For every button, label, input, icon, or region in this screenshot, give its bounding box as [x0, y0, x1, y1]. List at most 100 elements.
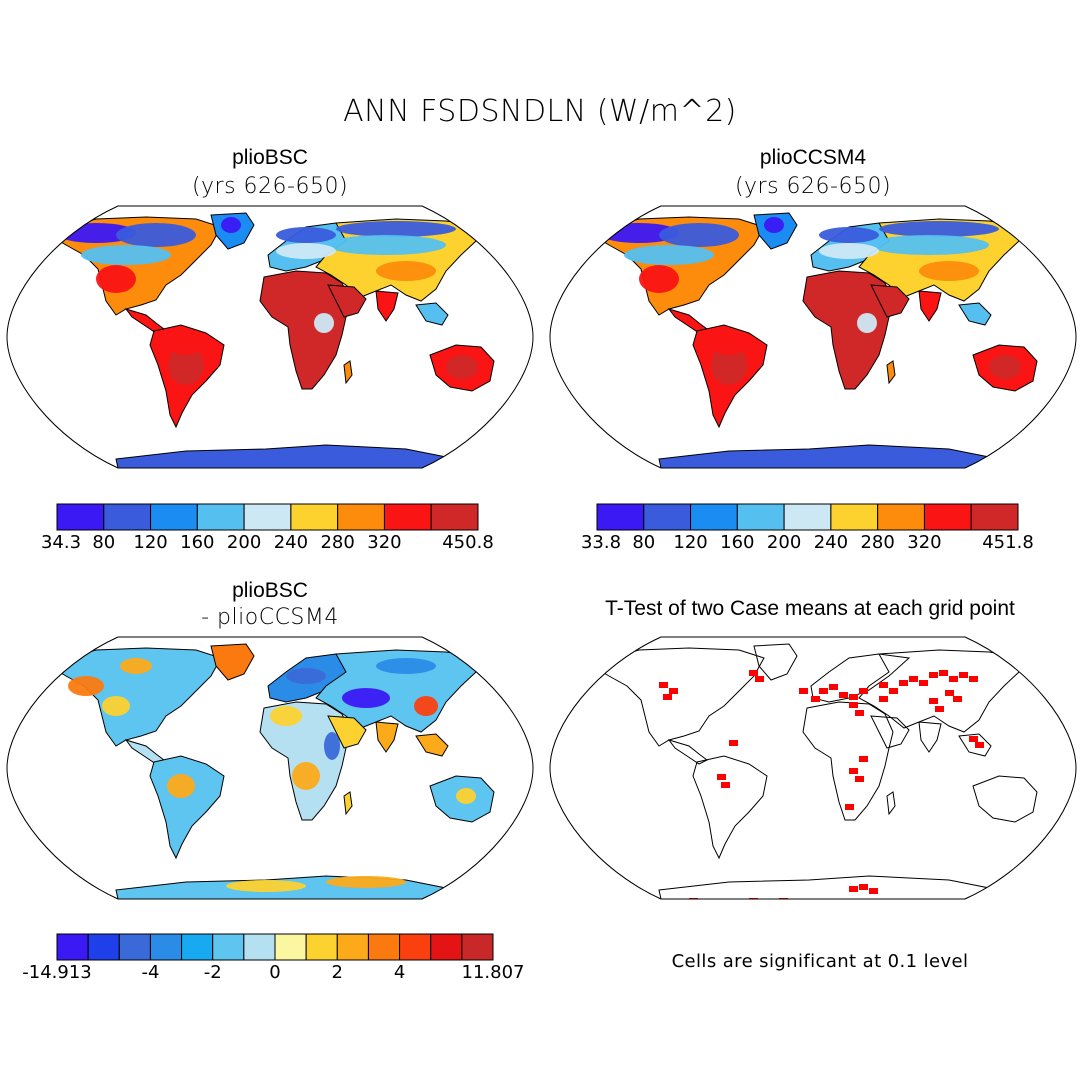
- coast-australia: [972, 775, 1038, 823]
- land-arabia: [327, 715, 367, 749]
- colorbar-tick-label: 280: [860, 532, 895, 553]
- land-madagascar: [886, 360, 896, 385]
- map-ttest: [549, 636, 1077, 900]
- colorbar-tick-label: -14.913: [22, 962, 92, 983]
- colorbar-swatch: [56, 503, 105, 531]
- land-arabia: [327, 284, 367, 318]
- colorbar-swatch: [877, 503, 925, 531]
- colorbar-swatch: [243, 933, 276, 961]
- colorbar-swatch: [336, 933, 369, 961]
- colorbar-swatch: [596, 503, 645, 531]
- land-india: [375, 721, 399, 753]
- colorbar-swatch: [149, 933, 183, 961]
- colorbar-tick-label: 320: [367, 532, 402, 553]
- land-india: [375, 290, 399, 322]
- land-india: [918, 290, 942, 322]
- colorbar-swatch: [970, 503, 1019, 531]
- panel-2-subtitle: (yrs 626-650): [734, 174, 892, 199]
- panel-3-title: plioBSC: [232, 579, 308, 602]
- colorbar-swatch: [736, 503, 785, 531]
- colorbar-pliobsc: [56, 503, 479, 531]
- map-difference: [6, 636, 534, 900]
- colorbar-tick-label: 120: [673, 532, 708, 553]
- coast-seasia: [958, 733, 992, 757]
- panel-3-subtitle: - plioCCSM4: [201, 605, 339, 630]
- significance-note: Cells are significant at 0.1 level: [671, 951, 969, 972]
- colorbar-swatch: [643, 503, 692, 531]
- coast-arabia: [870, 715, 910, 749]
- colorbar-tick-label: 280: [320, 532, 355, 553]
- land-africa: [259, 701, 351, 821]
- colorbar-tick-label: 33.8: [580, 532, 622, 553]
- colorbar-swatch: [399, 933, 432, 961]
- land-greenland: [210, 643, 255, 681]
- colorbar-tick-label: -2: [203, 962, 222, 983]
- panel-4-title: T-Test of two Case means at each grid po…: [605, 597, 1015, 620]
- colorbar-tick-label: 120: [133, 532, 168, 553]
- coast-camerica: [667, 739, 708, 765]
- colorbar-swatch: [923, 503, 972, 531]
- colorbar-tick-label: 160: [720, 532, 755, 553]
- colorbar-tick-label: 80: [92, 532, 116, 553]
- colorbar-swatch: [305, 933, 338, 961]
- colorbar-swatch: [196, 503, 245, 531]
- colorbar-swatch: [783, 503, 832, 531]
- colorbar-swatch: [243, 503, 292, 531]
- colorbar-swatch: [367, 933, 401, 961]
- colorbar-swatch: [212, 933, 245, 961]
- panel-1-subtitle: (yrs 626-650): [191, 174, 349, 199]
- colorbar-swatch: [830, 503, 879, 531]
- coast-greenland: [753, 643, 798, 681]
- panel-2-title: plioCCSM4: [759, 146, 867, 169]
- coast-india: [918, 721, 942, 753]
- colorbar-tick-label: 450.8: [442, 532, 494, 553]
- colorbar-swatch: [383, 503, 432, 531]
- colorbar-tick-label: 11.807: [461, 962, 525, 983]
- colorbar-swatch: [430, 933, 463, 961]
- coast-africa: [802, 701, 894, 821]
- colorbar-swatch: [87, 933, 120, 961]
- colorbar-tick-label: 34.3: [40, 532, 82, 553]
- land-seasia: [415, 733, 449, 757]
- colorbar-tick-label: 0: [269, 962, 281, 983]
- colorbar-tick-label: -4: [141, 962, 160, 983]
- colorbar-tick-label: 160: [180, 532, 215, 553]
- colorbar-tick-label: 200: [226, 532, 262, 553]
- colorbar-swatch: [103, 503, 152, 531]
- colorbar-tick-label: 320: [907, 532, 942, 553]
- coast-madagascar: [886, 791, 896, 816]
- colorbar-swatch: [56, 933, 89, 961]
- colorbar-swatch: [461, 933, 494, 961]
- colorbar-tick-label: 240: [273, 532, 309, 553]
- colorbar-tick-label: 80: [632, 532, 656, 553]
- panel-1-title: plioBSC: [232, 146, 308, 169]
- land-antarctica: [115, 444, 448, 468]
- map-pliobsc: [6, 205, 534, 469]
- land-madagascar: [343, 791, 353, 816]
- colorbar-swatch: [290, 503, 339, 531]
- map-pliocssm4: [549, 205, 1077, 469]
- coast-namerica: [587, 647, 765, 747]
- figure-title: ANN FSDSNDLN (W/m^2): [343, 94, 737, 129]
- land-madagascar: [343, 360, 353, 385]
- colorbar-swatch: [181, 933, 214, 961]
- coast-europe: [810, 653, 911, 703]
- coast-samerica: [692, 755, 768, 860]
- colorbar-swatch: [337, 503, 385, 531]
- colorbar-tick-label: 240: [813, 532, 849, 553]
- colorbar-swatch: [150, 503, 198, 531]
- colorbar-tick-label: 200: [766, 532, 802, 553]
- colorbar-pliocssm4: [596, 503, 1019, 531]
- land-seasia: [415, 302, 449, 326]
- colorbar-swatch: [430, 503, 479, 531]
- land-antarctica: [658, 444, 991, 468]
- colorbar-swatch: [274, 933, 307, 961]
- colorbar-tick-label: 451.8: [982, 532, 1034, 553]
- colorbar-tick-label: 2: [331, 962, 344, 983]
- colorbar-swatch: [690, 503, 738, 531]
- land-namerica: [44, 647, 222, 747]
- colorbar-tick-label: 4: [393, 962, 406, 983]
- land-arabia: [870, 284, 910, 318]
- land-seasia: [958, 302, 992, 326]
- colorbar-swatch: [118, 933, 151, 961]
